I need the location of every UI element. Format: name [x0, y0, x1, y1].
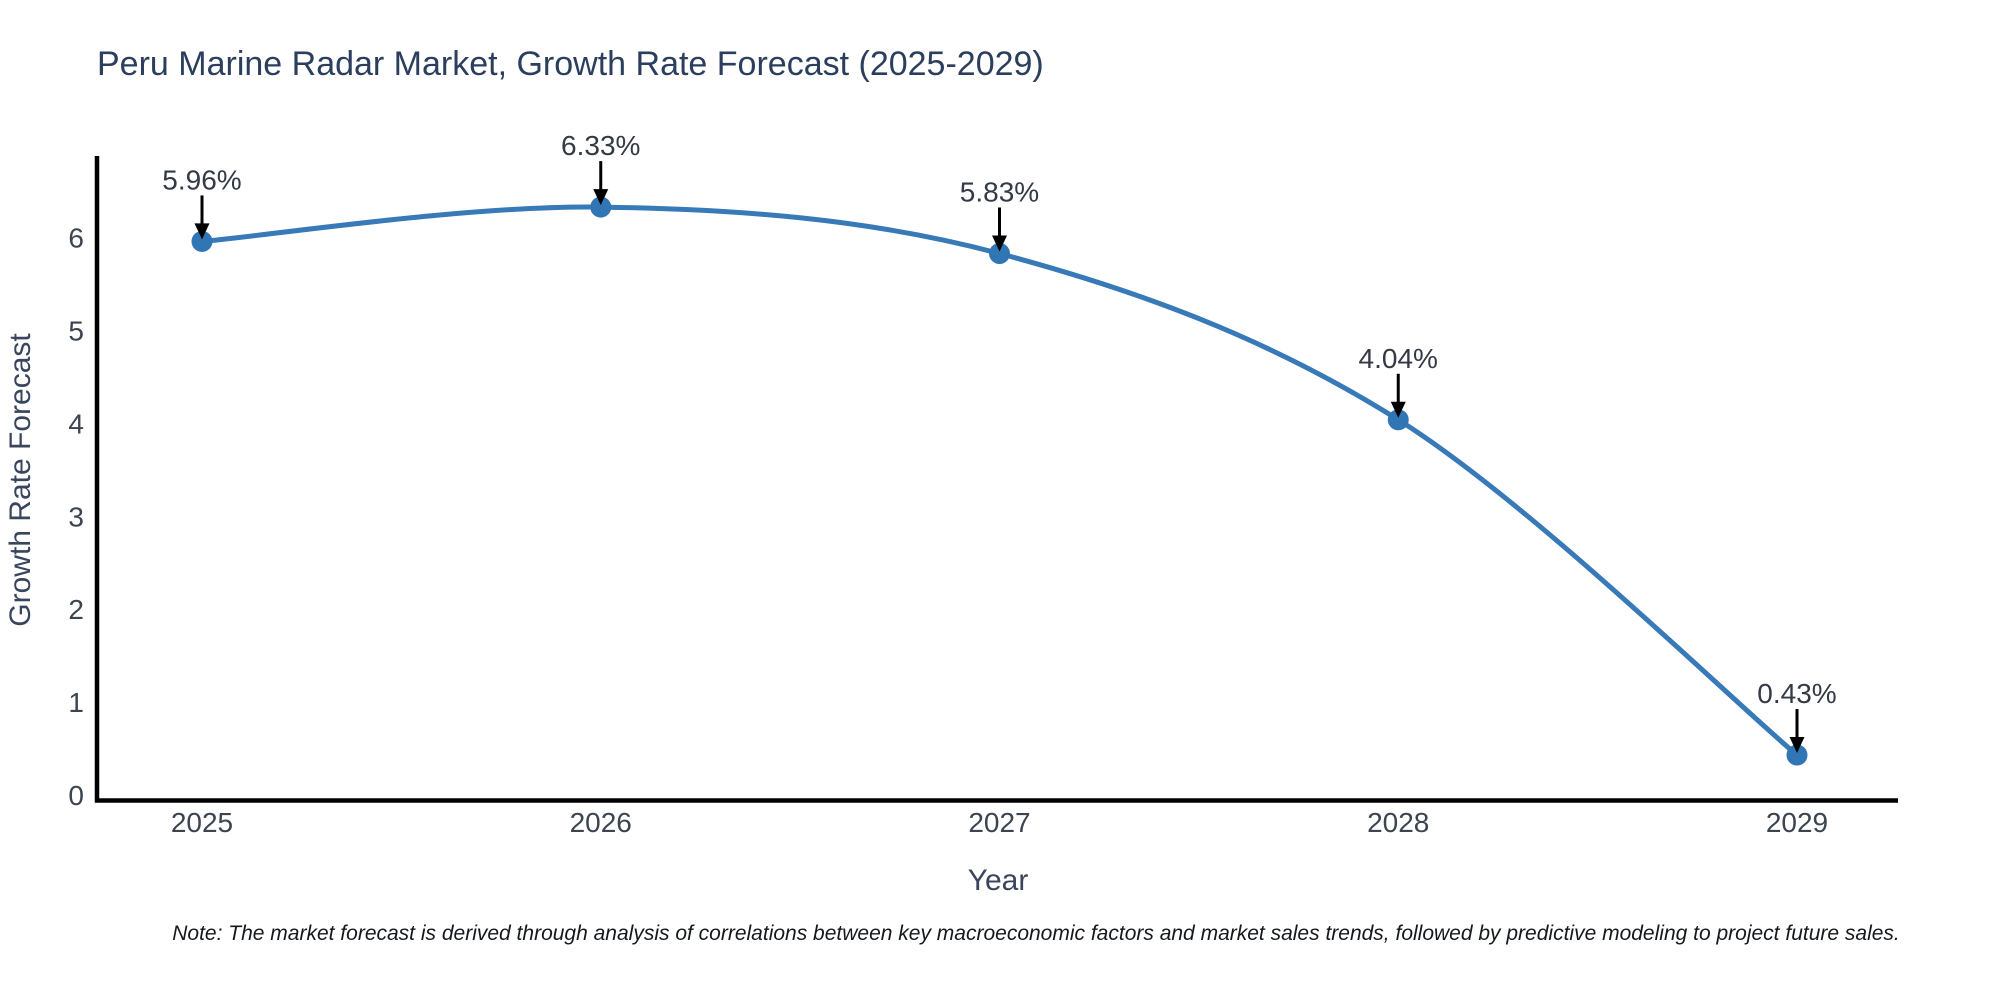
plot-area: 0 1 2 3 4 5 6 2025 2026 2027 2028 2029 5.96% 6.33% 5.8… — [68, 130, 1836, 838]
y-tick-label: 1 — [68, 687, 84, 718]
y-tick-label: 4 — [68, 408, 84, 439]
annotation-arrowhead — [593, 189, 609, 206]
data-point-2025[interactable] — [191, 230, 213, 252]
x-tick-label: 2028 — [1367, 807, 1429, 838]
annotation-arrowhead — [992, 235, 1007, 252]
y-tick-label: 5 — [68, 316, 84, 347]
annotation-label: 6.33% — [561, 130, 640, 161]
forecast-line — [201, 204, 1799, 757]
axis-lines — [94, 156, 1898, 803]
x-tick-label: 2029 — [1766, 807, 1828, 838]
chart-title: Peru Marine Radar Market, Growth Rate Fo… — [97, 45, 1044, 83]
annotation-label: 0.43% — [1757, 678, 1836, 709]
annotation-arrowhead — [1390, 401, 1406, 418]
annotation-label: 5.96% — [162, 164, 241, 195]
data-point-2028[interactable] — [1387, 409, 1409, 431]
y-tick-label: 3 — [68, 501, 84, 532]
x-tick-label: 2025 — [171, 807, 233, 838]
y-tick-label: 0 — [68, 780, 84, 811]
annotation-arrowhead — [194, 223, 210, 240]
data-point-2027[interactable] — [989, 243, 1010, 265]
x-tick-label: 2027 — [968, 807, 1030, 838]
data-point-2026[interactable] — [590, 196, 612, 218]
y-tick-label: 6 — [68, 223, 84, 254]
y-tick-label: 2 — [68, 594, 84, 625]
annotation-label: 4.04% — [1359, 343, 1438, 374]
y-axis-title: Growth Rate Forecast — [4, 333, 37, 627]
footnote-text: Note: The market forecast is derived thr… — [172, 922, 1900, 945]
annotation-arrowhead — [1789, 737, 1805, 754]
data-point-2029[interactable] — [1786, 744, 1808, 766]
x-tick-label: 2026 — [570, 807, 632, 838]
annotation-label: 5.83% — [960, 177, 1039, 208]
x-axis-title: Year — [968, 864, 1029, 897]
